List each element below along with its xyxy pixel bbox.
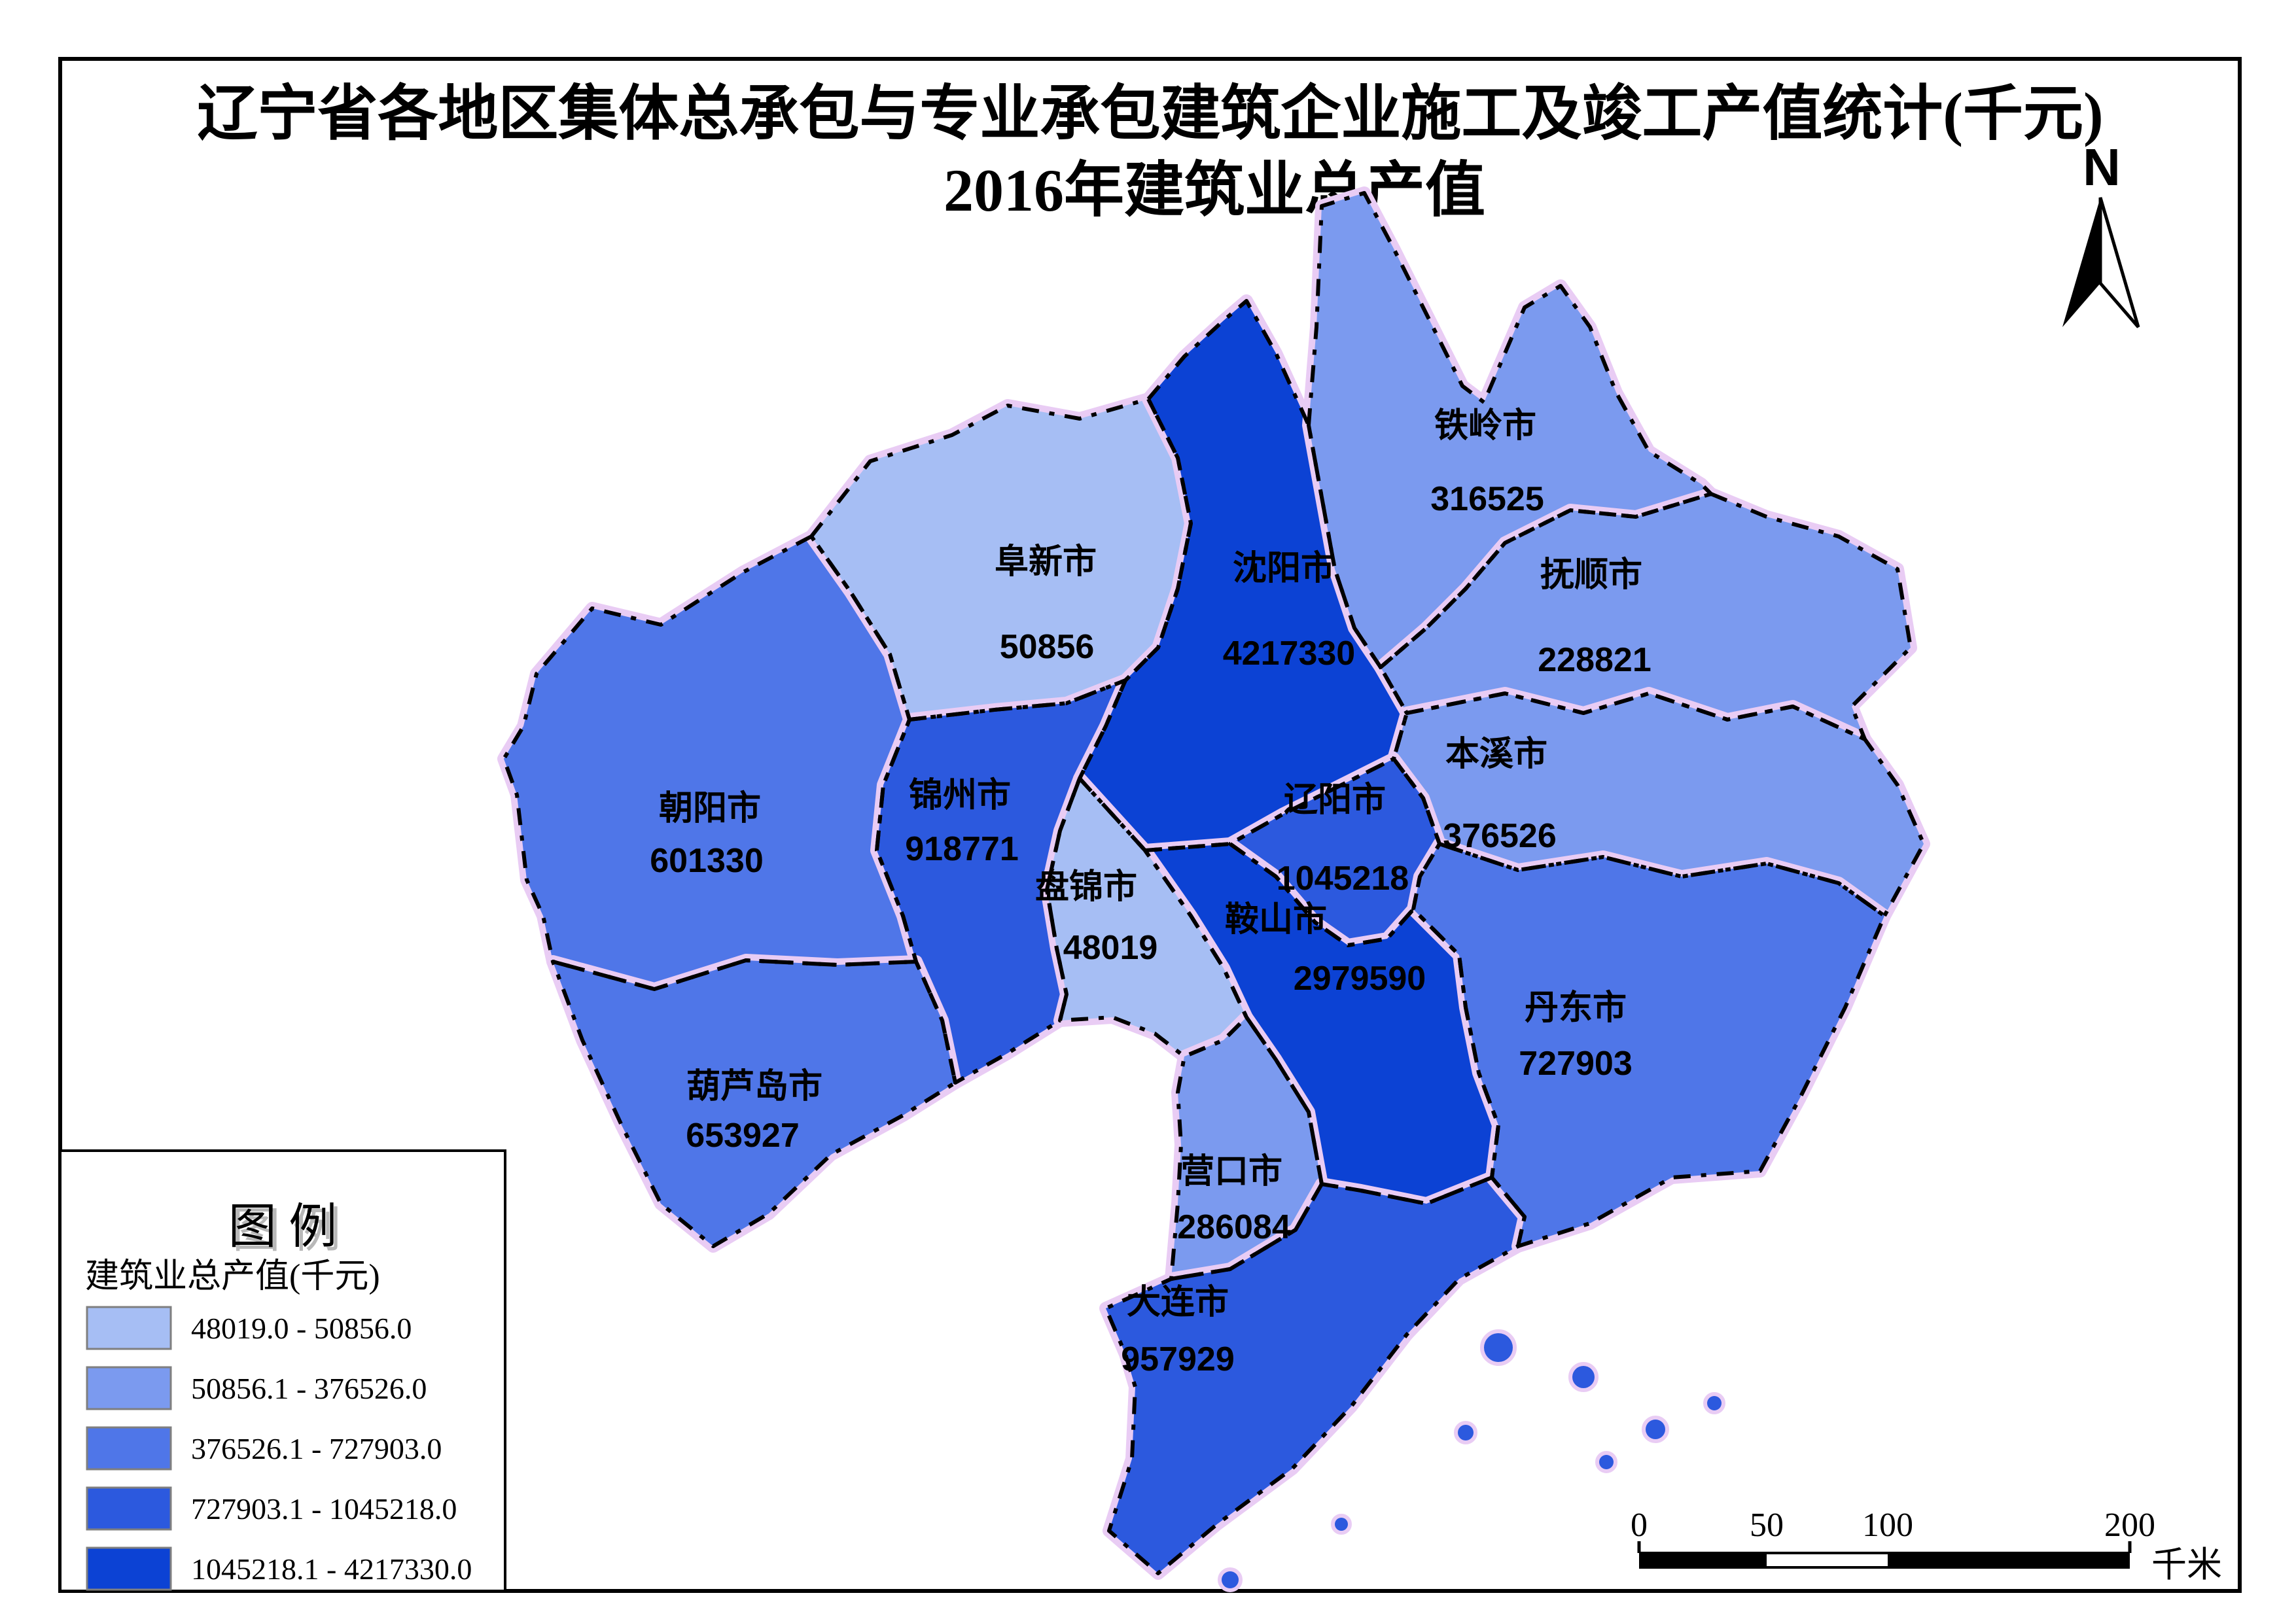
- region-panjin-value: 48019: [1063, 929, 1158, 967]
- region-boundary-dash: [1143, 842, 1500, 1206]
- legend-entry-3: 376526.1 - 727903.0: [191, 1432, 442, 1465]
- region-boundary-dash: [1379, 492, 1913, 741]
- island: [1331, 1514, 1352, 1535]
- region-panjin-label: 盘锦市: [1035, 868, 1137, 906]
- scale-tick-200: 200: [2104, 1507, 2155, 1544]
- island: [1480, 1329, 1517, 1366]
- north-arrow-icon: [2098, 197, 2140, 328]
- region-anshan-label: 鞍山市: [1225, 901, 1327, 939]
- region-dandong-value: 727903: [1519, 1045, 1633, 1083]
- region-liaoyang-label: 辽阳市: [1284, 781, 1386, 819]
- region-shenyang-label: 沈阳市: [1233, 550, 1335, 587]
- province-regions: [497, 186, 1930, 1580]
- legend-title-shadow: 图 例: [232, 1204, 342, 1258]
- island: [1454, 1421, 1477, 1444]
- legend-swatch-5: [86, 1546, 172, 1591]
- scale-bar: 0 50 100 200 千米: [1631, 1507, 2222, 1584]
- region-boundary-dash: [1045, 777, 1248, 1058]
- legend-entry-5: 1045218.1 - 4217330.0: [191, 1552, 472, 1586]
- legend-title: 图 例: [228, 1200, 338, 1254]
- map-title-line1: 辽宁省各地区集体总承包与专业承包建筑企业施工及竣工产值统计(千元): [197, 80, 2103, 147]
- region-dandong-label: 丹东市: [1525, 989, 1627, 1027]
- region-yingkou-label: 营口市: [1180, 1153, 1282, 1191]
- region-jinzhou-label: 锦州市: [909, 777, 1011, 814]
- region-chaoyang-value: 601330: [650, 842, 764, 880]
- region-labels: 朝阳市 601330 阜新市 50856 锦州市 918771 葫芦岛市 653…: [650, 407, 1651, 1378]
- region-chaoyang-label: 朝阳市: [659, 790, 761, 828]
- legend-field-label: 建筑业总产值(千元): [85, 1258, 380, 1295]
- scale-unit-label: 千米: [2151, 1545, 2222, 1584]
- map-frame: [58, 57, 2242, 1593]
- legend-swatch-3: [86, 1426, 172, 1471]
- region-shenyang-value: 4217330: [1223, 635, 1355, 672]
- boundary-dash-layer: [502, 191, 1926, 1575]
- island: [1218, 1567, 1243, 1592]
- scale-tick-100: 100: [1862, 1507, 1913, 1544]
- region-yingkou-value: 286084: [1177, 1208, 1291, 1246]
- island: [1568, 1362, 1598, 1392]
- legend-entry-1: 48019.0 - 50856.0: [191, 1312, 412, 1345]
- region-huludao-value: 653927: [686, 1117, 800, 1155]
- region-boundary-dash: [1307, 191, 1713, 669]
- region-benxi-label: 本溪市: [1445, 735, 1547, 773]
- legend-swatch-4: [86, 1486, 172, 1531]
- legend-swatch-2: [86, 1366, 172, 1410]
- island: [1703, 1392, 1725, 1414]
- map-title-line2: 2016年建筑业总产值: [944, 157, 1485, 224]
- region-boundary-dash: [1104, 1176, 1527, 1575]
- region-fuxin-label: 阜新市: [995, 543, 1097, 581]
- region-anshan-value: 2979590: [1294, 960, 1426, 998]
- region-benxi-value: 376526: [1443, 817, 1557, 855]
- north-arrow-icon: [2062, 198, 2100, 327]
- island: [1642, 1416, 1669, 1443]
- region-liaoyang-value: 1045218: [1277, 860, 1409, 898]
- north-arrow-label: N: [2083, 138, 2121, 196]
- region-tieling-label: 铁岭市: [1434, 407, 1536, 445]
- region-tieling-value: 316525: [1430, 480, 1544, 518]
- region-dalian-label: 大连市: [1127, 1283, 1229, 1321]
- islands: [1218, 1329, 1725, 1592]
- island: [1595, 1451, 1617, 1473]
- legend-swatch-1: [86, 1306, 172, 1350]
- scale-tick-50: 50: [1750, 1507, 1784, 1544]
- region-dandong-shape: [1407, 837, 1891, 1253]
- region-dalian-value: 957929: [1121, 1340, 1235, 1378]
- legend: 图 例 图 例 建筑业总产值(千元) 48019.0 - 50856.0 508…: [59, 1149, 506, 1592]
- region-fushun-value: 228821: [1538, 641, 1651, 679]
- scale-bar-white-segment: [1767, 1554, 1888, 1566]
- region-huludao-label: 葫芦岛市: [686, 1068, 822, 1106]
- scale-tick-0: 0: [1631, 1507, 1648, 1544]
- region-boundary-dash: [551, 958, 957, 1248]
- region-boundary-dash: [809, 397, 1193, 722]
- north-arrow: N: [2062, 138, 2140, 328]
- legend-entry-2: 50856.1 - 376526.0: [191, 1372, 427, 1405]
- region-jinzhou-value: 918771: [905, 830, 1019, 868]
- region-fuxin-value: 50856: [1000, 628, 1095, 666]
- region-fushun-label: 抚顺市: [1540, 556, 1642, 594]
- legend-entry-4: 727903.1 - 1045218.0: [191, 1492, 457, 1526]
